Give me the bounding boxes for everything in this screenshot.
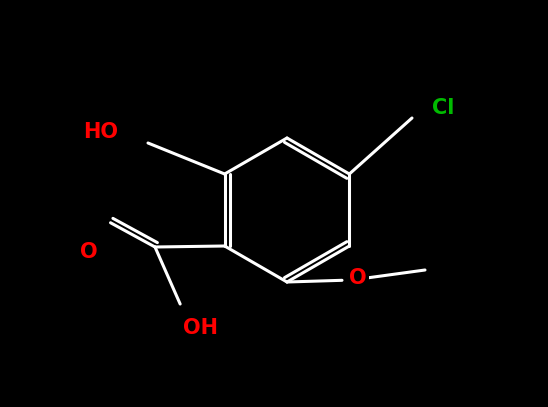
Text: OH: OH (182, 318, 218, 338)
Text: HO: HO (83, 122, 118, 142)
Text: Cl: Cl (432, 98, 454, 118)
Text: O: O (349, 268, 367, 288)
Text: O: O (81, 242, 98, 262)
